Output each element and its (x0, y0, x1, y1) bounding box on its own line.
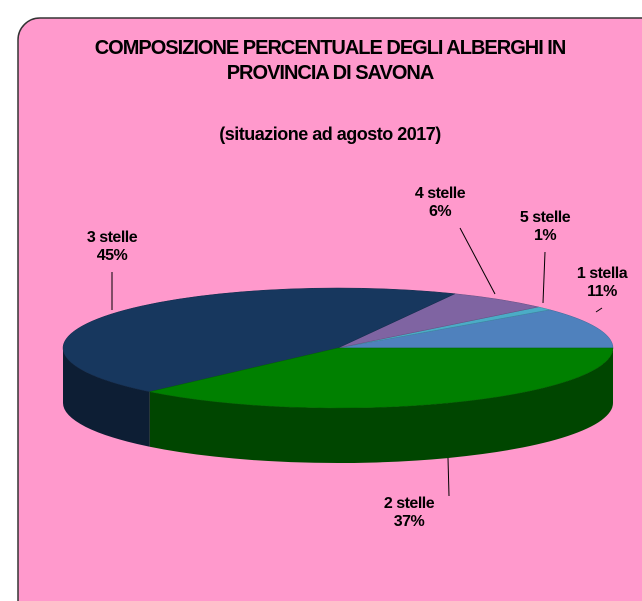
pie: 1 stella 11%5 stelle 1%4 stelle 6%3 stelle 4… (62, 185, 628, 530)
pie-side (63, 348, 150, 447)
data-label: 2 stelle 37% (384, 495, 435, 530)
data-label: 4 stelle 6% (415, 185, 466, 220)
pie-side (149, 348, 613, 464)
value-label: 37% (394, 513, 425, 530)
data-label: 3 stelle 45% (87, 229, 138, 264)
category-label: 5 stelle (520, 209, 571, 226)
chart-title: COMPOSIZIONE PERCENTUALE DEGLI ALBERGHI … (94, 37, 567, 84)
data-label: 1 stella 11% (577, 265, 628, 300)
leader-line (595, 307, 603, 313)
category-label: 4 stelle (415, 185, 466, 202)
pie-slice (149, 347, 614, 409)
value-label: 6% (429, 203, 451, 220)
leader-line (459, 227, 496, 295)
pie-slice (337, 309, 614, 349)
leader-line (542, 251, 546, 304)
category-label: 2 stelle (384, 495, 435, 512)
chart-subtitle: (situazione ad agosto 2017) (219, 124, 441, 144)
value-label: 1% (534, 227, 556, 244)
category-label: 1 stella (577, 265, 628, 282)
pie-slice (62, 287, 457, 392)
data-label: 5 stelle 1% (520, 209, 571, 244)
value-label: 11% (587, 283, 617, 300)
category-label: 3 stelle (87, 229, 138, 246)
value-label: 45% (97, 247, 128, 264)
leader-line (447, 457, 450, 497)
